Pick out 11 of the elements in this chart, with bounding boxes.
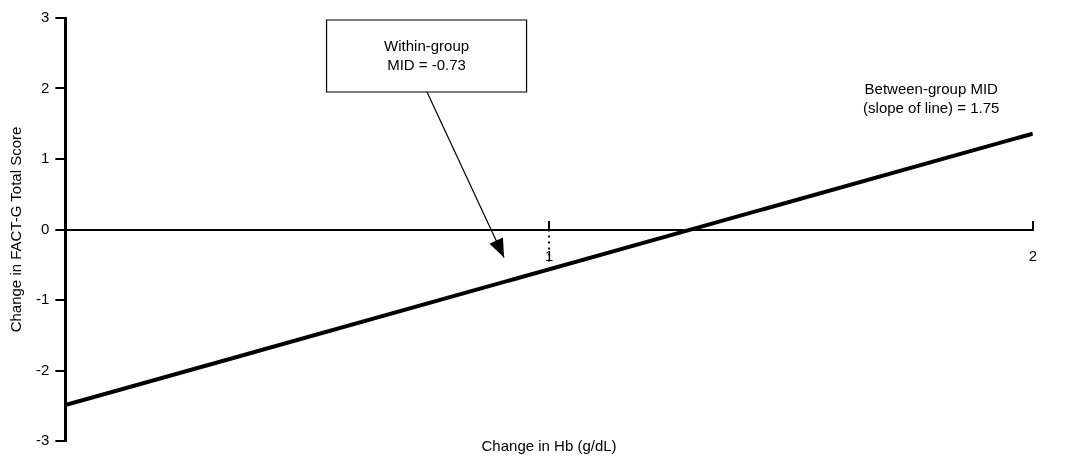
y-tick-label: -3 bbox=[35, 431, 50, 449]
x-axis-title: Change in Hb (g/dL) bbox=[481, 436, 617, 454]
y-tick-label: 0 bbox=[40, 219, 50, 237]
y-tick-label: -2 bbox=[35, 360, 50, 378]
annotation: Within-group MID = -0.73 bbox=[384, 36, 470, 73]
y-tick-label: -1 bbox=[35, 290, 50, 308]
annotation: Between-group MID (slope of line) = 1.75 bbox=[863, 80, 1000, 117]
y-tick-label: 2 bbox=[40, 78, 50, 96]
y-tick-label: 3 bbox=[40, 8, 50, 26]
y-axis-title: Change in FACT-G Total Score bbox=[7, 126, 25, 333]
y-tick-label: 1 bbox=[40, 149, 50, 167]
